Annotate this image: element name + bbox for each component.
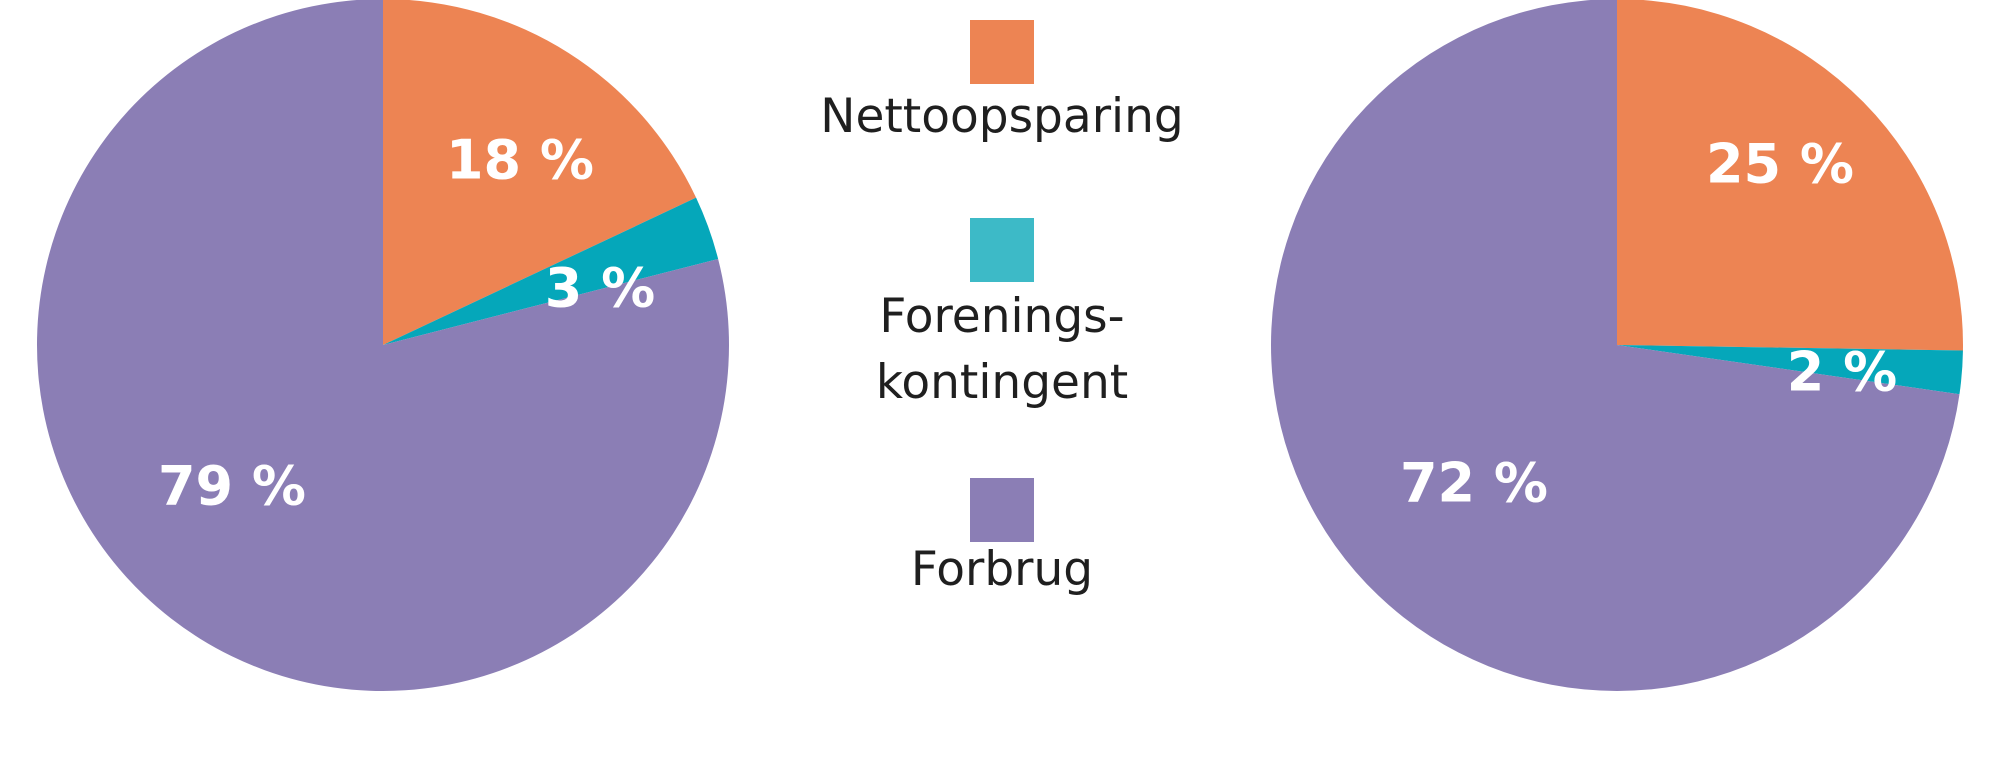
legend-swatch-nettoopsparing [970,20,1034,84]
pie-right-label-forbrug: 72 % [1400,452,1548,515]
legend-label-forenings-kontingent: Forenings-kontingent [876,289,1128,410]
pie-right-label-nettoopsparing: 25 % [1706,133,1854,196]
pie-chart-right: 25 % 2 % 72 % [1271,0,1963,691]
legend-swatch-forenings-kontingent [970,218,1034,282]
pie-left-slice-forbrug [37,0,729,691]
pie-right-label-foreningskontingent: 2 % [1787,341,1897,404]
legend-label-nettoopsparing: Nettoopsparing [820,89,1183,144]
pie-left-slice-foreningskontingent [383,197,719,345]
legend: Nettoopsparing Forenings-kontingent Forbru… [820,20,1184,597]
pie-right-slice-forbrug [1271,0,1960,691]
legend-label-forbrug: Forbrug [911,542,1093,597]
pie-right-slice-nettoopsparing [1617,0,1963,351]
pie-left-label-nettoopsparing: 18 % [446,129,594,192]
legend-swatch-forbrug [970,478,1034,542]
pie-left-slice-nettoopsparing [383,0,697,345]
pie-chart-left: 18 % 3 % 79 % [37,0,729,691]
pie-left-label-foreningskontingent: 3 % [545,257,655,320]
pie-left-label-forbrug: 79 % [158,455,306,518]
pie-right-slice-foreningskontingent [1617,345,1963,395]
